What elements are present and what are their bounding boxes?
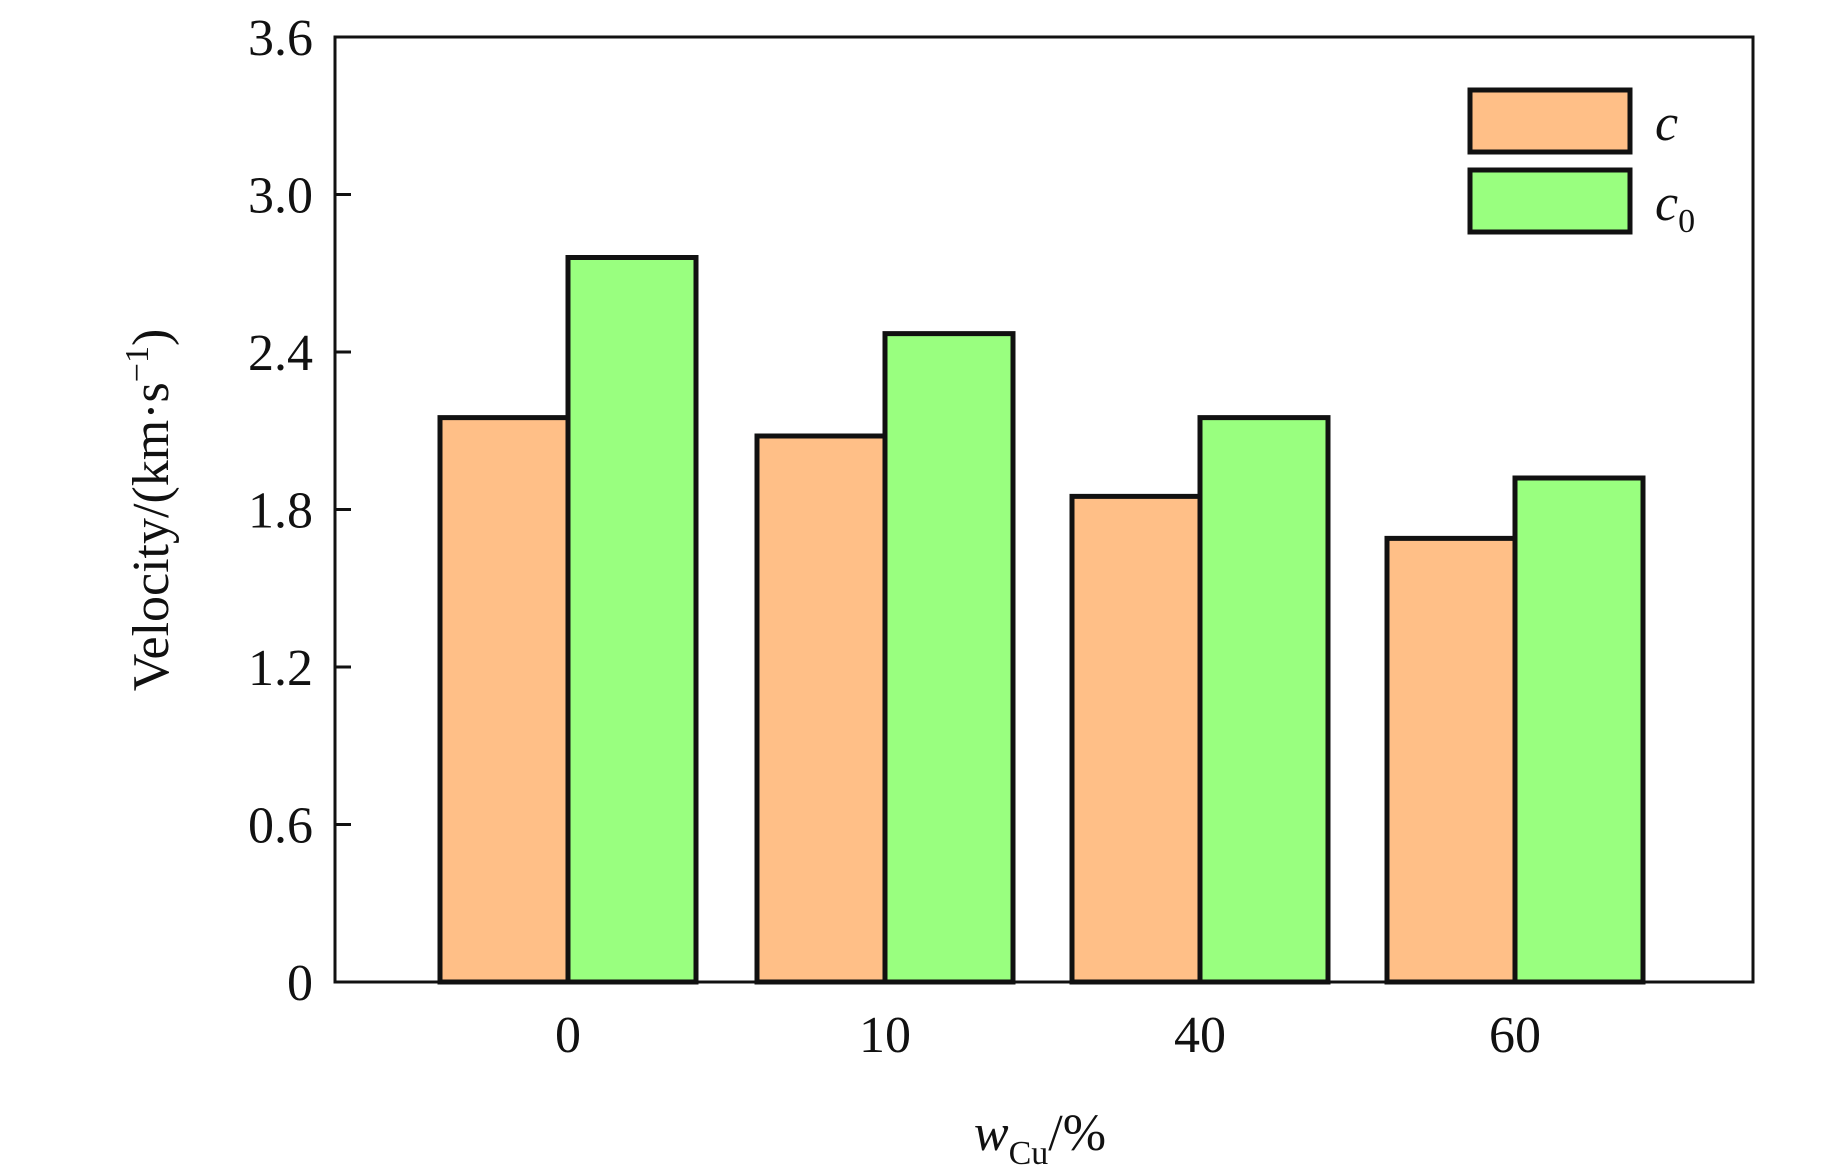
y-tick-label: 0.6 (248, 798, 313, 855)
legend-label-c: c (1655, 95, 1678, 152)
y-tick-label: 2.4 (248, 325, 313, 382)
x-tick-label: 60 (1489, 1007, 1541, 1064)
bar-c-10 (754, 433, 888, 985)
legend-label-c0-subscript: 0 (1678, 203, 1695, 240)
legend-swatch-c (1467, 87, 1633, 155)
x-axis-title-suffix: /% (1048, 1105, 1106, 1162)
legend: c c0 (1467, 87, 1695, 240)
bar-c-0 (437, 415, 571, 985)
y-axis-title-main: Velocity/(km·s (123, 382, 180, 691)
y-tick-label: 3.0 (248, 168, 313, 225)
y-tick-label: 3.6 (248, 10, 313, 67)
y-axis-title-superscript: −1 (119, 346, 156, 382)
x-axis-title-subscript: Cu (1009, 1135, 1049, 1169)
bar-c0-60 (1512, 475, 1646, 985)
y-axis: 0 0.6 1.2 1.8 2.4 3.0 3.6 (248, 10, 351, 1012)
legend-label-c0-main: c (1655, 175, 1678, 232)
y-tick-label: 0 (287, 955, 313, 1012)
legend-label-c0: c0 (1655, 175, 1695, 240)
y-axis-title-suffix: ) (123, 329, 180, 346)
legend-label-c-main: c (1655, 95, 1678, 152)
legend-swatch-c0 (1467, 167, 1633, 235)
bar-c0-40 (1197, 415, 1331, 985)
x-tick-label: 10 (859, 1007, 911, 1064)
y-tick-label: 1.2 (248, 640, 313, 697)
bar-c-40 (1069, 493, 1203, 985)
bar-c-60 (1384, 535, 1518, 985)
x-axis: 0 10 40 60 (555, 1007, 1541, 1064)
x-tick-label: 0 (555, 1007, 581, 1064)
bars-layer (437, 255, 1646, 985)
x-axis-title-main: w (974, 1105, 1009, 1162)
bar-c0-10 (882, 331, 1016, 985)
y-tick-label: 1.8 (248, 483, 313, 540)
x-axis-title: wCu/% (974, 1105, 1106, 1169)
y-axis-title: Velocity/(km·s−1) (119, 329, 180, 692)
bar-c0-0 (565, 255, 699, 985)
x-tick-label: 40 (1174, 1007, 1226, 1064)
